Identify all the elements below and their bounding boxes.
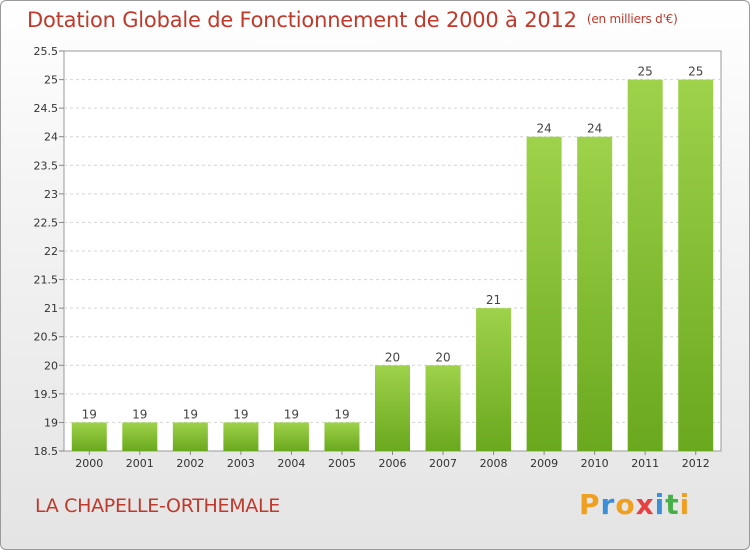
x-tick-label-2000: 2000 — [75, 457, 103, 470]
chart-title: Dotation Globale de Fonctionnement de 20… — [27, 8, 678, 32]
x-tick-label-2009: 2009 — [530, 457, 558, 470]
logo-letter: i — [654, 488, 666, 521]
data-label-2001: 19 — [132, 407, 147, 421]
logo-letter: r — [600, 488, 616, 521]
logo-letter: t — [665, 488, 680, 521]
y-tick-label: 24 — [44, 131, 58, 144]
data-label-2012: 25 — [688, 65, 703, 79]
logo-letter: o — [615, 488, 636, 521]
x-tick-label-2004: 2004 — [277, 457, 305, 470]
data-label-2006: 20 — [385, 350, 400, 364]
x-tick-label-2005: 2005 — [328, 457, 356, 470]
bar-2002 — [172, 422, 208, 451]
y-tick-label: 23.5 — [34, 159, 59, 172]
y-tick-label: 24.5 — [34, 102, 59, 115]
y-tick-label: 25.5 — [34, 45, 59, 58]
bar-2007 — [425, 365, 461, 451]
data-label-2000: 19 — [82, 407, 97, 421]
y-tick-label: 21.5 — [34, 274, 59, 287]
bar-2012 — [678, 79, 714, 452]
x-tick-label-2002: 2002 — [176, 457, 204, 470]
data-label-2008: 21 — [486, 293, 501, 307]
y-tick-label: 19 — [44, 416, 58, 429]
logo-letter: x — [635, 488, 655, 521]
x-tick-label-2010: 2010 — [581, 457, 609, 470]
x-tick-label-2003: 2003 — [227, 457, 255, 470]
data-label-2003: 19 — [233, 407, 248, 421]
logo-letter: P — [579, 488, 601, 521]
x-tick-label-2008: 2008 — [480, 457, 508, 470]
bar-2001 — [122, 422, 158, 451]
data-label-2007: 20 — [435, 350, 450, 364]
bar-2000 — [71, 422, 107, 451]
data-label-2011: 25 — [638, 65, 653, 79]
proxiti-logo: Proxiti — [579, 488, 690, 521]
y-tick-label: 23 — [44, 188, 58, 201]
commune-name: LA CHAPELLE-ORTHEMALE — [35, 495, 280, 517]
logo-letter: i — [679, 488, 691, 521]
bar-2010 — [577, 136, 613, 451]
x-tick-label-2012: 2012 — [682, 457, 710, 470]
data-label-2002: 19 — [183, 407, 198, 421]
y-tick-label: 20 — [44, 359, 58, 372]
bar-2004 — [273, 422, 309, 451]
y-tick-label: 25 — [44, 74, 58, 87]
bar-2009 — [526, 136, 562, 451]
data-label-2004: 19 — [284, 407, 299, 421]
bar-2003 — [223, 422, 259, 451]
bar-2011 — [627, 79, 663, 452]
chart-title-text: Dotation Globale de Fonctionnement de 20… — [27, 8, 577, 32]
chart-unit: (en milliers d'€) — [586, 12, 678, 26]
y-tick-label: 22 — [44, 245, 58, 258]
data-label-2009: 24 — [536, 122, 551, 136]
data-label-2005: 19 — [334, 407, 349, 421]
bar-2008 — [476, 308, 512, 451]
y-tick-label: 22.5 — [34, 216, 59, 229]
x-tick-label-2011: 2011 — [631, 457, 659, 470]
x-tick-label-2007: 2007 — [429, 457, 457, 470]
bar-2006 — [375, 365, 410, 451]
y-tick-label: 19.5 — [34, 388, 59, 401]
x-tick-label-2001: 2001 — [126, 457, 154, 470]
y-tick-label: 18.5 — [34, 445, 59, 458]
bar-2005 — [324, 422, 360, 451]
y-tick-label: 21 — [44, 302, 58, 315]
y-tick-label: 20.5 — [34, 331, 59, 344]
data-label-2010: 24 — [587, 122, 602, 136]
x-tick-label-2006: 2006 — [379, 457, 407, 470]
